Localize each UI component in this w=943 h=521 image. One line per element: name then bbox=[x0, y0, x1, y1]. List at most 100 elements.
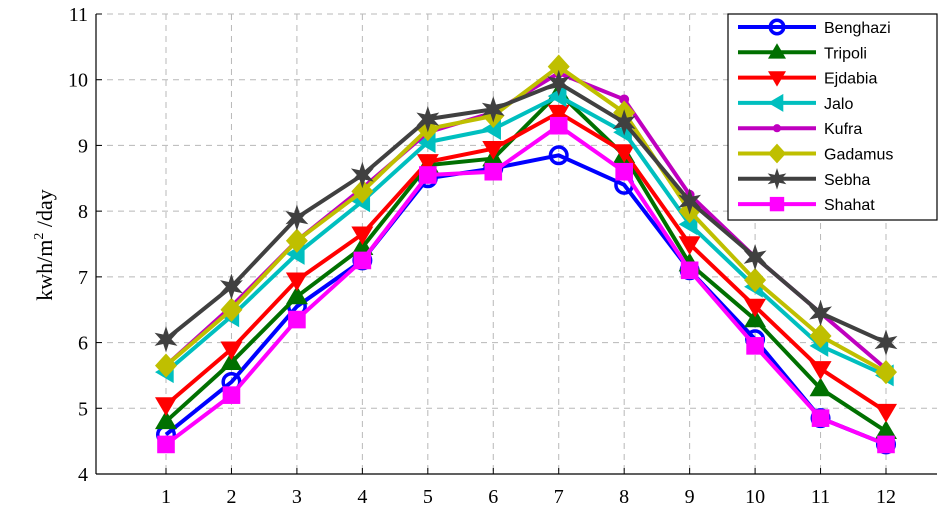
data-point bbox=[350, 161, 374, 189]
legend-item-gadamus: Gadamus bbox=[738, 143, 893, 164]
x-tick-label: 12 bbox=[876, 486, 896, 508]
legend-item-jalo: Jalo bbox=[738, 93, 853, 113]
data-point bbox=[875, 360, 897, 385]
x-tick-label: 7 bbox=[554, 486, 564, 508]
data-point bbox=[285, 228, 308, 253]
data-point bbox=[768, 43, 786, 59]
series-line-sebha bbox=[164, 81, 887, 345]
x-tick-label: 1 bbox=[161, 486, 171, 508]
data-point bbox=[155, 397, 177, 416]
x-tick-label: 8 bbox=[619, 486, 629, 508]
legend-label: Sebha bbox=[824, 172, 870, 189]
data-point bbox=[547, 104, 570, 124]
series-line-gadamus bbox=[164, 64, 887, 374]
series-shahat bbox=[157, 116, 895, 454]
data-point bbox=[875, 403, 897, 423]
data-point bbox=[768, 93, 784, 112]
legend-label: Shahat bbox=[824, 197, 875, 214]
y-tick-label: 11 bbox=[69, 4, 88, 26]
data-point bbox=[548, 145, 569, 166]
series-line-shahat bbox=[164, 123, 887, 447]
series-layer bbox=[154, 54, 898, 455]
data-point bbox=[811, 409, 830, 427]
x-tick-label: 9 bbox=[685, 486, 695, 508]
legend-label: Benghazi bbox=[824, 20, 891, 37]
data-point bbox=[768, 18, 786, 36]
x-tick-label: 5 bbox=[423, 486, 433, 508]
data-point bbox=[809, 323, 832, 349]
data-point bbox=[768, 71, 786, 87]
legend-label: Gadamus bbox=[824, 147, 893, 164]
data-point bbox=[285, 272, 308, 292]
data-point bbox=[547, 69, 571, 97]
y-axis-label: kwh/m2 /day bbox=[32, 189, 57, 301]
data-point bbox=[285, 204, 309, 231]
data-point bbox=[484, 162, 503, 181]
data-point bbox=[288, 310, 306, 329]
data-point bbox=[744, 268, 767, 293]
data-point bbox=[155, 410, 177, 430]
legend-item-benghazi: Benghazi bbox=[738, 18, 891, 37]
data-point bbox=[744, 298, 767, 318]
data-point bbox=[678, 188, 702, 215]
series-sebha bbox=[154, 69, 898, 356]
legend-label: Tripoli bbox=[824, 45, 867, 62]
data-point bbox=[744, 308, 767, 328]
data-point bbox=[547, 54, 570, 79]
data-point bbox=[809, 361, 832, 380]
x-tick-label: 10 bbox=[745, 486, 765, 508]
x-tick-label: 2 bbox=[226, 486, 236, 508]
data-point bbox=[351, 179, 374, 204]
data-point bbox=[220, 273, 243, 300]
legend-label: Kufra bbox=[824, 121, 862, 138]
data-point bbox=[285, 285, 308, 305]
legend-item-ejdabia: Ejdabia bbox=[738, 71, 877, 88]
legend-item-sebha: Sebha bbox=[738, 168, 870, 190]
x-tick-label: 11 bbox=[811, 486, 830, 508]
data-point bbox=[157, 435, 175, 454]
x-tick-label: 3 bbox=[292, 486, 302, 508]
data-point bbox=[419, 166, 437, 184]
data-point bbox=[220, 297, 243, 322]
legend-item-tripoli: Tripoli bbox=[738, 43, 867, 62]
data-point bbox=[547, 85, 567, 108]
legend-label: Ejdabia bbox=[824, 71, 877, 88]
y-tick-label: 6 bbox=[78, 333, 88, 355]
x-tick-label: 6 bbox=[488, 486, 498, 508]
data-point bbox=[768, 143, 786, 164]
data-point bbox=[809, 377, 832, 397]
y-tick-label: 10 bbox=[68, 70, 88, 92]
data-point bbox=[767, 168, 787, 190]
data-point bbox=[613, 144, 636, 163]
data-point bbox=[746, 337, 764, 355]
data-point bbox=[482, 141, 505, 160]
y-tick-label: 4 bbox=[78, 464, 88, 486]
series-line-jalo bbox=[164, 94, 887, 378]
data-point bbox=[353, 251, 372, 270]
legend-box bbox=[727, 13, 938, 221]
y-tick-label: 8 bbox=[78, 201, 88, 223]
data-point bbox=[678, 236, 701, 255]
x-tick-label: 4 bbox=[357, 486, 367, 508]
data-point bbox=[680, 261, 699, 280]
data-point bbox=[877, 435, 895, 454]
legend-label: Jalo bbox=[824, 96, 853, 113]
data-point bbox=[743, 243, 767, 271]
series-line-tripoli bbox=[164, 90, 888, 433]
data-point bbox=[874, 329, 898, 356]
data-point bbox=[351, 226, 374, 246]
data-point bbox=[772, 124, 782, 133]
y-tick-label: 5 bbox=[78, 398, 88, 420]
data-point bbox=[809, 299, 832, 327]
data-point bbox=[220, 341, 243, 361]
series-line-ejdabia bbox=[164, 110, 888, 414]
data-point bbox=[222, 386, 241, 404]
series-line-benghazi bbox=[164, 153, 887, 447]
legend-item-kufra: Kufra bbox=[738, 121, 862, 138]
data-point bbox=[416, 154, 439, 173]
y-tick-label: 7 bbox=[78, 267, 88, 289]
data-point bbox=[612, 109, 636, 136]
data-point bbox=[155, 353, 177, 378]
series-ejdabia bbox=[155, 104, 897, 423]
